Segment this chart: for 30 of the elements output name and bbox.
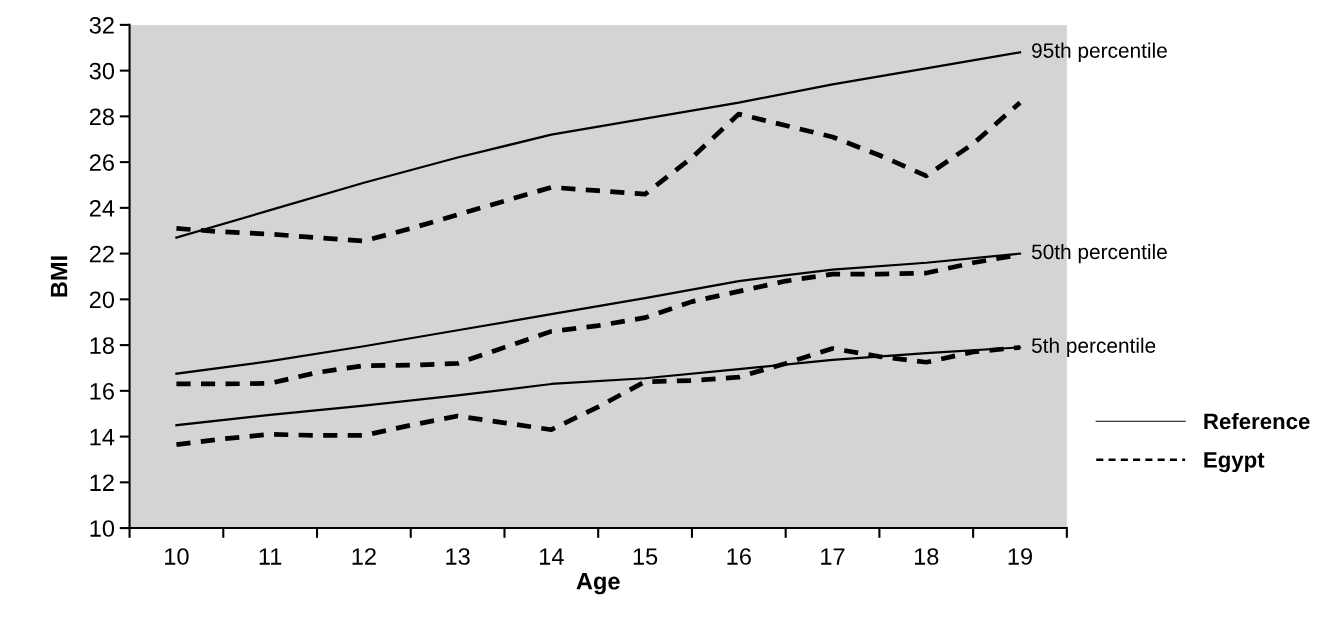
y-tick-label: 26 bbox=[89, 154, 114, 171]
annotation: 50th percentile bbox=[1031, 243, 1167, 264]
legend-label: Egypt bbox=[1204, 452, 1265, 473]
x-tick-label: 13 bbox=[446, 548, 470, 565]
y-tick-label: 14 bbox=[90, 428, 115, 446]
legend-label: Reference bbox=[1204, 412, 1310, 430]
y-tick-label: 22 bbox=[89, 245, 114, 263]
x-tick-label: 10 bbox=[165, 548, 189, 565]
x-tick-label: 19 bbox=[1008, 548, 1032, 565]
x-axis-title: Age bbox=[576, 573, 620, 595]
x-tick-label: 12 bbox=[352, 548, 376, 565]
x-tick-label: 17 bbox=[821, 548, 845, 565]
x-tick-label: 15 bbox=[633, 548, 658, 565]
annotation: 95th percentile bbox=[1032, 42, 1167, 63]
y-tick-label: 18 bbox=[90, 337, 114, 354]
y-tick-label: 16 bbox=[90, 382, 114, 400]
y-tick-label: 10 bbox=[90, 520, 115, 537]
y-tick-label: 28 bbox=[89, 108, 114, 126]
annotation: 5th percentile bbox=[1031, 337, 1156, 358]
y-tick-label: 24 bbox=[89, 199, 115, 217]
x-tick-label: 16 bbox=[727, 548, 751, 565]
x-tick-label: 11 bbox=[259, 548, 282, 565]
x-tick-label: 14 bbox=[540, 548, 564, 565]
y-tick-label: 20 bbox=[89, 291, 115, 309]
y-axis-title: BMI bbox=[50, 256, 68, 297]
x-tick-label: 18 bbox=[914, 548, 939, 565]
y-tick-label: 32 bbox=[89, 16, 114, 34]
y-tick-label: 30 bbox=[89, 62, 115, 80]
y-tick-label: 12 bbox=[90, 474, 114, 491]
line-series bbox=[175, 51, 1022, 239]
